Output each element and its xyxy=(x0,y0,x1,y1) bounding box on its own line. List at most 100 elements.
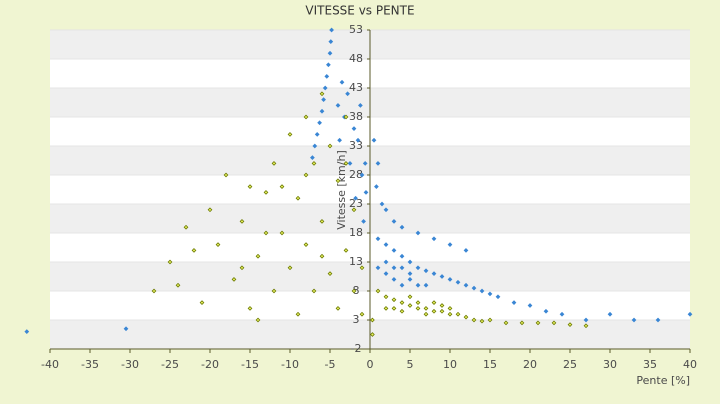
data-point xyxy=(303,242,309,247)
data-point xyxy=(24,329,30,334)
y-tick-label: 23 xyxy=(349,197,363,210)
data-point xyxy=(215,242,221,247)
data-point xyxy=(383,242,389,247)
data-point xyxy=(375,236,381,242)
data-point xyxy=(343,114,349,120)
data-point xyxy=(295,311,301,317)
data-point xyxy=(353,195,358,201)
data-point xyxy=(463,248,469,253)
data-point xyxy=(447,311,453,317)
data-point xyxy=(487,291,493,297)
data-point xyxy=(391,297,397,303)
data-point xyxy=(223,172,229,178)
data-point xyxy=(439,303,445,308)
data-point xyxy=(263,230,269,236)
data-point xyxy=(431,271,437,276)
x-tick-label: 35 xyxy=(643,358,657,371)
data-point xyxy=(383,294,389,300)
y-tick-label: 33 xyxy=(349,139,363,152)
data-point xyxy=(199,300,205,305)
data-point xyxy=(391,248,397,253)
data-point xyxy=(383,271,389,276)
data-point xyxy=(314,132,320,137)
data-point xyxy=(423,282,429,288)
data-point xyxy=(391,306,397,311)
data-point xyxy=(407,303,413,308)
data-point xyxy=(423,306,429,311)
data-point xyxy=(255,253,261,259)
data-point xyxy=(479,288,485,294)
data-point xyxy=(399,253,405,259)
y-axis-label: Vitesse [km/h] xyxy=(335,150,348,230)
data-point xyxy=(351,126,357,131)
data-point xyxy=(527,303,533,308)
y-tick-label: 3 xyxy=(353,313,360,326)
data-point xyxy=(328,39,334,44)
x-tick-label: 15 xyxy=(483,358,497,371)
x-axis-label: Pente [%] xyxy=(636,374,690,387)
data-point xyxy=(583,317,589,323)
data-point xyxy=(535,320,541,326)
data-point xyxy=(355,137,361,143)
y-tick-label: 38 xyxy=(349,110,363,123)
data-point xyxy=(375,265,381,271)
data-point xyxy=(175,282,181,288)
y-tick-label: 8 xyxy=(353,284,360,297)
x-tick-label: 30 xyxy=(603,358,617,371)
data-point xyxy=(319,219,325,224)
data-point xyxy=(359,265,365,271)
x-tick-label: -20 xyxy=(201,358,219,371)
data-point xyxy=(359,172,365,178)
data-point xyxy=(287,265,293,271)
data-point xyxy=(311,161,317,166)
data-point xyxy=(399,265,405,271)
x-tick-label: -30 xyxy=(121,358,139,371)
data-point xyxy=(399,282,405,288)
data-point xyxy=(312,143,318,149)
data-point xyxy=(321,97,326,102)
data-point xyxy=(351,207,357,213)
data-point xyxy=(487,317,493,323)
data-point xyxy=(335,103,341,108)
data-point xyxy=(362,161,368,166)
data-point xyxy=(439,308,445,314)
data-point xyxy=(423,268,429,274)
data-point xyxy=(327,271,333,276)
data-point xyxy=(447,242,453,247)
y-tick-label: 43 xyxy=(349,81,363,94)
data-point xyxy=(247,306,253,311)
x-tick-label: -40 xyxy=(41,358,59,371)
data-point xyxy=(335,306,341,311)
data-point xyxy=(407,259,413,265)
data-point xyxy=(447,306,453,311)
data-point xyxy=(374,184,379,189)
x-tick-label: -5 xyxy=(325,358,336,371)
data-point xyxy=(351,288,357,294)
data-point xyxy=(391,265,397,271)
data-point xyxy=(567,322,573,328)
data-point xyxy=(431,236,437,242)
data-point xyxy=(383,207,389,213)
data-point xyxy=(391,219,397,224)
data-point xyxy=(607,311,613,317)
data-point xyxy=(347,161,353,166)
data-point xyxy=(519,320,525,326)
data-point xyxy=(322,85,328,91)
data-point xyxy=(358,103,363,108)
data-point xyxy=(463,314,469,320)
data-point xyxy=(295,195,301,201)
data-point xyxy=(399,300,405,305)
data-point xyxy=(415,230,421,236)
data-point xyxy=(329,27,334,33)
data-point xyxy=(167,259,173,265)
data-point xyxy=(311,288,317,294)
data-point xyxy=(151,288,157,294)
data-point xyxy=(247,184,253,189)
data-point xyxy=(359,311,365,317)
x-tick-label: 40 xyxy=(683,358,697,371)
y-tick-label: 28 xyxy=(349,168,363,181)
data-point xyxy=(370,317,375,323)
data-point xyxy=(327,143,333,149)
data-point xyxy=(559,311,565,317)
